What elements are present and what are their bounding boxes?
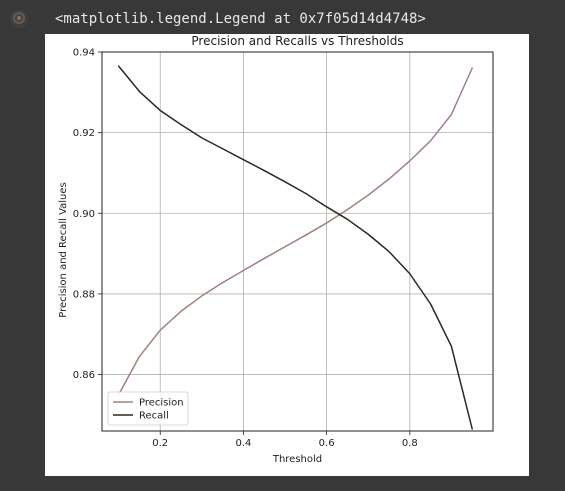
legend-box: [107, 391, 189, 426]
y-ticks: 0.86 0.88 0.90 0.92 0.94: [73, 48, 102, 381]
legend-label-precision: Precision: [139, 398, 184, 409]
x-axis-label: Threshold: [272, 454, 322, 465]
legend-label-recall: Recall: [139, 411, 169, 422]
legend: Precision Recall: [107, 391, 189, 426]
y-tick-label: 0.92: [73, 128, 95, 139]
output-repr-text: <matplotlib.legend.Legend at 0x7f05d14d4…: [55, 11, 426, 27]
plot-frame: [101, 51, 494, 432]
y-tick-label: 0.94: [73, 48, 95, 59]
series-line-precision: [117, 67, 473, 396]
x-tick-label: 0.8: [402, 438, 418, 449]
chart-title: Precision and Recalls vs Thresholds: [191, 34, 403, 48]
plot-area: [102, 52, 493, 431]
x-ticks: 0.2 0.4 0.6 0.8: [152, 431, 418, 449]
y-axis-label: Precision and Recall Values: [58, 182, 69, 317]
y-tick-label: 0.86: [73, 370, 95, 381]
x-tick-label: 0.6: [319, 438, 335, 449]
x-tick-label: 0.2: [152, 438, 168, 449]
output-avatar-icon: [10, 10, 28, 28]
series-line-recall: [117, 65, 473, 430]
x-tick-label: 0.4: [235, 438, 251, 449]
y-tick-label: 0.90: [73, 209, 95, 220]
series-lines: [117, 65, 473, 430]
y-tick-label: 0.88: [73, 289, 95, 300]
